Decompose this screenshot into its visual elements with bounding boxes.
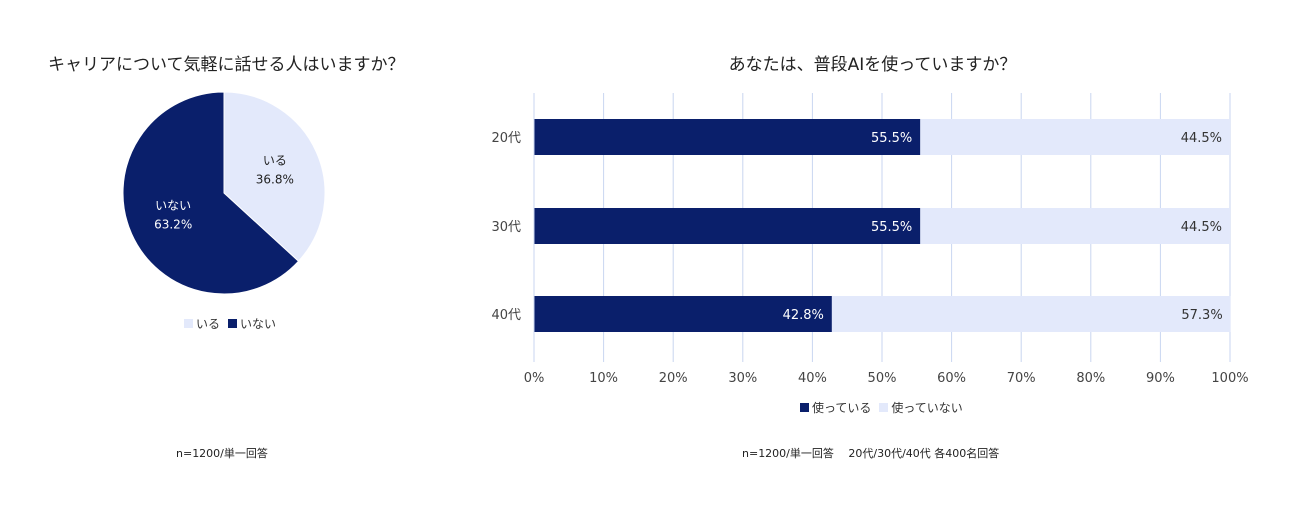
bar-value-label: 42.8% (783, 308, 824, 323)
bar-chart: 0% 10% 20% 30% 40% 50% 60% 70% 80% 90% 100% 20代 55.5… (491, 93, 1249, 386)
bar-value-label: 44.5% (1181, 131, 1222, 146)
category-label: 40代 (491, 308, 521, 323)
bar-legend-item-nouse: 使っていない (879, 399, 963, 416)
pie-legend-label-no: いない (240, 317, 277, 331)
x-tick-label: 100% (1211, 371, 1248, 386)
legend-swatch-light (879, 403, 889, 412)
pie-chart-title: キャリアについて気軽に話せる人はいますか？ (48, 55, 405, 75)
legend-swatch-dark (800, 403, 809, 412)
bar-segment-use (534, 296, 832, 332)
x-tick-label: 10% (589, 371, 618, 386)
x-tick-label: 90% (1146, 371, 1175, 386)
x-tick-label: 80% (1076, 371, 1105, 386)
bar-segment-use (534, 208, 921, 244)
bar-sample-note: n=1200/単一回答 20代/30代/40代 各400名回答 (742, 447, 1000, 460)
category-label: 20代 (491, 131, 521, 146)
x-tick-label: 70% (1007, 371, 1036, 386)
pie-sample-note: n=1200/単一回答 (176, 447, 268, 460)
bar-value-label: 55.5% (871, 131, 912, 146)
category-label: 30代 (491, 220, 521, 235)
pie-legend-label-yes: いる (196, 317, 221, 331)
pie-slice-0 (223, 91, 326, 262)
bar-value-label: 57.3% (1181, 308, 1222, 323)
pie-legend: いる いない (184, 315, 284, 332)
bar-segment-use (534, 119, 921, 155)
bar-chart-title: あなたは、普段AIを使っていますか？ (728, 55, 1017, 75)
pie-slice-value-1: 63.2% (154, 217, 192, 231)
bar-segment-nouse (920, 208, 1230, 244)
bar-value-label: 44.5% (1181, 220, 1222, 235)
bar-legend-label-nouse: 使っていない (891, 401, 963, 415)
pie-chart: いる 36.8% いない 63.2% (122, 91, 326, 295)
bar-segment-nouse (920, 119, 1230, 155)
pie-legend-item-no: いない (228, 315, 276, 332)
bar-legend: 使っている 使っていない (800, 399, 971, 416)
pie-slice-1 (122, 91, 300, 295)
legend-swatch-dark (228, 319, 238, 328)
bar-legend-label-use: 使っている (812, 401, 872, 415)
legend-swatch-light (184, 319, 193, 328)
bar-value-label: 55.5% (871, 220, 912, 235)
x-tick-label: 60% (937, 371, 966, 386)
x-tick-label: 50% (868, 371, 897, 386)
x-tick-label: 30% (728, 371, 757, 386)
pie-legend-item-yes: いる (184, 315, 220, 332)
x-tick-label: 20% (659, 371, 688, 386)
bar-segment-nouse (831, 296, 1231, 332)
pie-slice-label-1: いない (155, 198, 191, 212)
pie-slice-value-0: 36.8% (256, 173, 294, 187)
pie-slice-label-0: いる (263, 154, 287, 168)
bar-legend-item-use: 使っている (800, 399, 871, 416)
x-tick-label: 40% (798, 371, 827, 386)
x-tick-label: 0% (524, 371, 545, 386)
